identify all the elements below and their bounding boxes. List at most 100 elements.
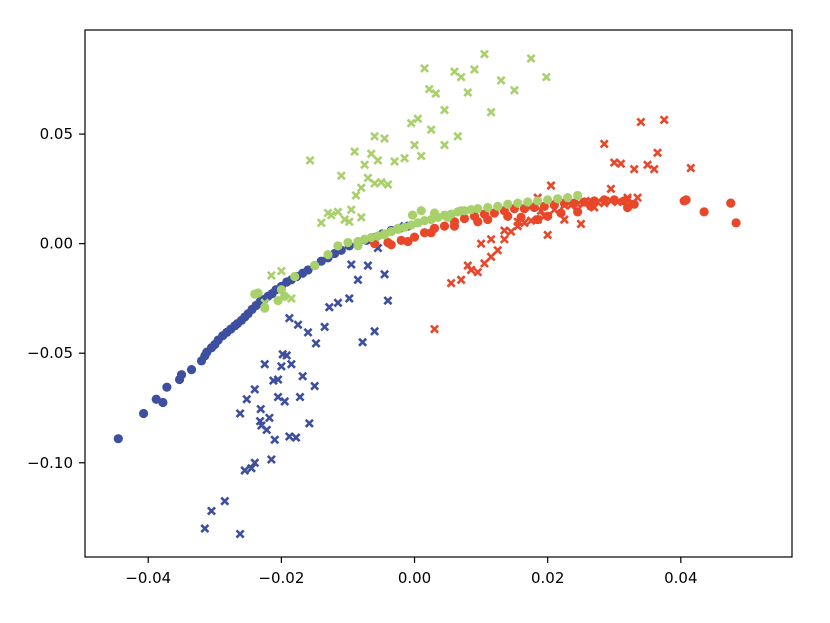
x-point bbox=[340, 215, 350, 225]
x-point bbox=[643, 160, 653, 170]
x-point bbox=[559, 200, 569, 210]
x-point bbox=[543, 230, 553, 240]
x-point bbox=[286, 359, 296, 369]
x-point bbox=[453, 131, 463, 141]
x-point bbox=[513, 217, 523, 227]
x-point bbox=[320, 322, 330, 332]
circle-point bbox=[416, 206, 426, 216]
y-tick-label: −0.10 bbox=[27, 454, 73, 472]
x-point bbox=[629, 164, 639, 174]
x-point bbox=[636, 117, 646, 127]
circle-point bbox=[731, 218, 741, 228]
x-point bbox=[303, 327, 313, 337]
x-point bbox=[509, 85, 519, 95]
x-point bbox=[439, 140, 450, 150]
x-point bbox=[333, 298, 343, 308]
x-point bbox=[499, 225, 509, 236]
x-tick-label: −0.02 bbox=[258, 569, 304, 587]
x-point bbox=[280, 396, 290, 406]
series-1 bbox=[200, 221, 410, 539]
x-point bbox=[380, 133, 390, 143]
x-point bbox=[469, 64, 479, 74]
x-point bbox=[506, 227, 516, 237]
x-tick-label: −0.04 bbox=[125, 569, 171, 587]
x-point bbox=[293, 320, 303, 330]
circle-point bbox=[280, 291, 290, 301]
circle-point bbox=[113, 434, 123, 444]
circle-point bbox=[456, 206, 466, 216]
circle-point bbox=[503, 211, 513, 221]
x-point bbox=[686, 163, 696, 173]
series-3 bbox=[429, 115, 696, 334]
x-point bbox=[380, 269, 390, 279]
series-5 bbox=[260, 49, 551, 308]
circle-point bbox=[273, 296, 283, 306]
x-point bbox=[273, 374, 283, 385]
x-point bbox=[473, 267, 483, 277]
x-point bbox=[476, 239, 486, 249]
x-point bbox=[256, 421, 266, 431]
circle-point bbox=[459, 213, 470, 224]
x-point bbox=[549, 205, 559, 215]
x-point bbox=[316, 218, 326, 228]
x-point bbox=[466, 265, 476, 275]
x-point bbox=[613, 197, 623, 207]
x-point bbox=[350, 147, 360, 157]
x-axis-ticks: −0.04 −0.02 0.00 0.02 0.04 bbox=[125, 557, 698, 587]
circle-point bbox=[186, 365, 197, 375]
x-point bbox=[351, 190, 361, 200]
circle-point bbox=[543, 195, 553, 205]
series-4 bbox=[250, 190, 583, 313]
x-point bbox=[446, 278, 456, 288]
y-tick-label: 0.05 bbox=[40, 125, 73, 143]
x-point bbox=[242, 394, 252, 404]
x-point bbox=[363, 261, 373, 271]
circle-point bbox=[379, 230, 390, 240]
x-point bbox=[416, 151, 426, 161]
x-point bbox=[449, 67, 459, 77]
x-point bbox=[304, 418, 314, 428]
x-point bbox=[606, 196, 616, 206]
x-point bbox=[235, 529, 245, 539]
x-point bbox=[493, 245, 503, 255]
x-point bbox=[383, 179, 393, 190]
x-point bbox=[266, 270, 276, 280]
x-point bbox=[206, 506, 217, 516]
x-point bbox=[346, 259, 356, 269]
x-point bbox=[616, 159, 626, 169]
x-point bbox=[240, 465, 250, 475]
circle-point bbox=[290, 271, 300, 282]
x-point bbox=[431, 89, 441, 99]
x-point bbox=[363, 173, 373, 183]
x-point bbox=[586, 196, 596, 206]
x-point bbox=[499, 234, 509, 244]
circle-point bbox=[393, 223, 403, 233]
x-point bbox=[270, 435, 280, 445]
x-point bbox=[282, 350, 292, 360]
x-point bbox=[246, 463, 256, 473]
circle-point bbox=[553, 194, 563, 204]
x-point bbox=[541, 72, 551, 82]
circle-point bbox=[556, 208, 566, 218]
circle-point bbox=[407, 210, 418, 220]
x-point bbox=[390, 156, 400, 166]
circle-point bbox=[573, 207, 583, 217]
x-point bbox=[360, 160, 370, 170]
circle-point bbox=[323, 250, 333, 260]
x-point bbox=[284, 431, 294, 441]
x-point bbox=[589, 202, 599, 213]
x-point bbox=[256, 404, 266, 414]
circle-point bbox=[483, 202, 493, 213]
x-point bbox=[264, 413, 274, 423]
x-point bbox=[284, 313, 294, 323]
x-point bbox=[576, 219, 586, 229]
circle-point bbox=[503, 199, 513, 209]
x-point bbox=[599, 139, 609, 149]
x-point bbox=[573, 199, 583, 209]
circle-point bbox=[513, 198, 523, 208]
circle-point bbox=[573, 190, 583, 201]
x-point bbox=[250, 458, 260, 468]
x-point bbox=[519, 218, 529, 228]
x-point bbox=[659, 115, 669, 125]
